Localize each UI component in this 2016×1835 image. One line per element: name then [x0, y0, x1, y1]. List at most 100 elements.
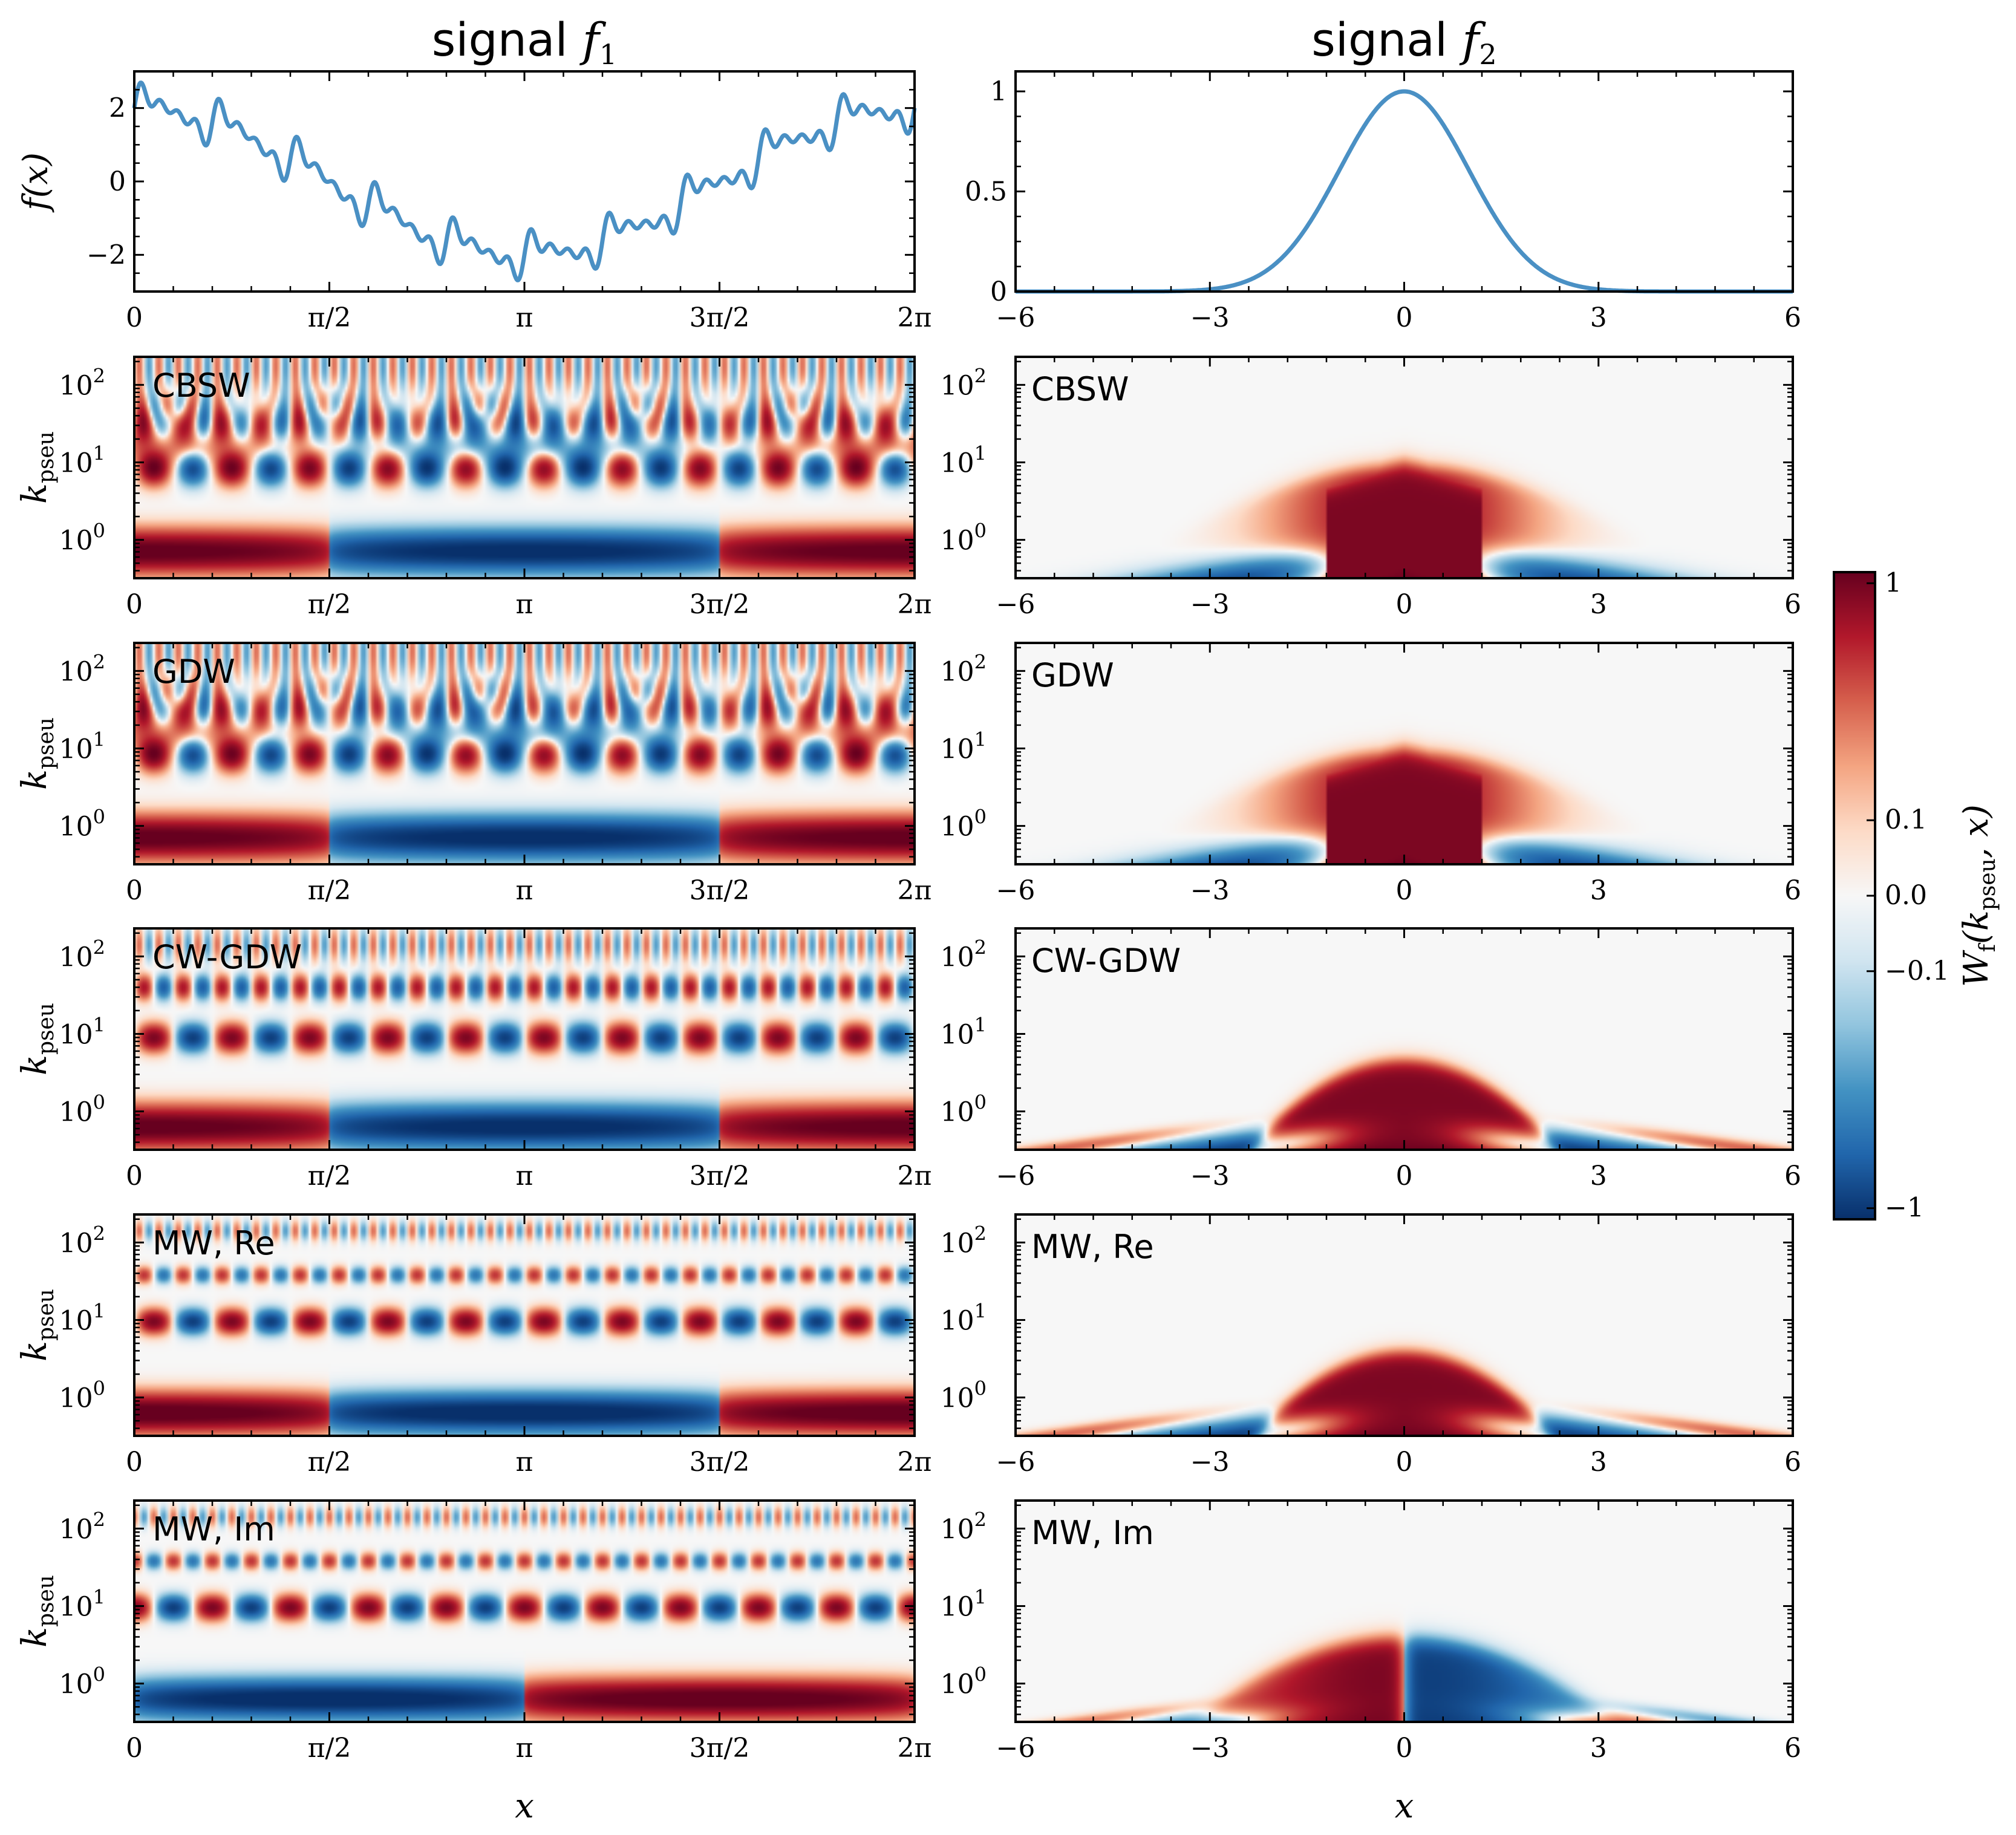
y-axis-label: kpseu — [15, 1575, 59, 1648]
y-tick-label: 100 — [59, 1091, 105, 1128]
x-tick-label: 3 — [1590, 1733, 1607, 1764]
x-tick-label: −3 — [1190, 589, 1230, 620]
y-tick-label: 101 — [941, 1585, 987, 1622]
heatmap-right-2: −6 −3 0 3 6 102 101 100 CW-GDW — [941, 927, 1801, 1191]
x-tick-label: 0 — [1396, 1733, 1413, 1764]
x-tick-label: 3π/2 — [690, 875, 750, 906]
x-tick-label: 3π/2 — [690, 1447, 750, 1478]
heatmap-right-4: −6 −3 0 3 6 102 101 100 MW, Im — [941, 1499, 1801, 1764]
x-tick-label: π/2 — [308, 589, 351, 620]
colorbar-tick-label: 0.0 — [1885, 880, 1927, 911]
x-tick-label: π — [516, 1447, 533, 1478]
colorbar-tick-label: 0.1 — [1885, 804, 1927, 835]
panel-label: CBSW — [1031, 370, 1129, 408]
y-tick-label: 102 — [59, 650, 105, 687]
x-tick-label: π/2 — [308, 1733, 351, 1764]
y-axis-label: kpseu — [15, 717, 59, 790]
y-tick-label: 101 — [941, 442, 987, 478]
x-tick-label: 2π — [898, 1733, 932, 1764]
y-tick-label: 102 — [59, 1508, 105, 1545]
y-axis-label: kpseu — [15, 431, 59, 504]
x-tick-label: 3 — [1590, 302, 1607, 333]
x-tick-label: 3π/2 — [690, 1733, 750, 1764]
x-tick-label: 0 — [126, 1447, 143, 1478]
x-tick-label: 0 — [126, 302, 143, 333]
heatmap-image — [134, 1214, 915, 1436]
heatmap-left-1: 0 π/2 π 3π/2 2π 102 101 100 GDW kpseu — [15, 642, 931, 906]
colorbar-tick-label: −1 — [1885, 1193, 1924, 1224]
x-tick-label: π — [516, 1733, 533, 1764]
y-tick-label: 101 — [59, 1585, 105, 1622]
x-axis-label-left: x — [515, 1787, 534, 1826]
heatmap-image — [134, 928, 915, 1150]
y-tick-label: 100 — [941, 1091, 987, 1128]
y-axis-label: kpseu — [15, 1289, 59, 1361]
x-tick-label: 0 — [126, 1733, 143, 1764]
heatmap-image — [134, 643, 915, 864]
x-tick-label: −6 — [996, 875, 1036, 906]
x-tick-label: π — [516, 589, 533, 620]
x-tick-label: 6 — [1784, 1161, 1801, 1191]
x-tick-label: π/2 — [308, 1161, 351, 1191]
x-tick-label: 6 — [1784, 302, 1801, 333]
colorbar: 1 0.1 0.0 −0.1 −1 Wf(kpseu, x) — [1833, 567, 2000, 1224]
heatmap-image — [1016, 357, 1793, 578]
y-tick-label: 102 — [59, 364, 105, 401]
panel-label: GDW — [152, 653, 235, 691]
x-tick-label: 0 — [1396, 302, 1413, 333]
y-tick-label: 100 — [59, 806, 105, 843]
heatmap-right-0: −6 −3 0 3 6 102 101 100 CBSW — [941, 356, 1801, 620]
x-tick-label: −3 — [1190, 302, 1230, 333]
y-tick-label: 101 — [941, 1013, 987, 1050]
colorbar-label: Wf(kpseu, x) — [1957, 804, 2000, 987]
x-tick-label: 0 — [126, 1161, 143, 1191]
x-tick-label: −6 — [996, 1447, 1036, 1478]
x-tick-label: 6 — [1784, 1733, 1801, 1764]
heatmap-image — [1016, 928, 1793, 1150]
x-tick-label: 0 — [1396, 589, 1413, 620]
x-axis-label-right: x — [1395, 1787, 1414, 1826]
signal-line — [132, 80, 917, 282]
panel-label: MW, Im — [1031, 1514, 1154, 1552]
y-tick-label: −2 — [86, 240, 126, 270]
x-tick-label: 3 — [1590, 1161, 1607, 1191]
x-tick-label: 2π — [898, 1447, 932, 1478]
panel-label: CBSW — [152, 367, 250, 405]
heatmap-image — [1016, 643, 1793, 864]
heatmap-right-3: −6 −3 0 3 6 102 101 100 MW, Re — [941, 1213, 1801, 1478]
x-tick-label: −6 — [996, 589, 1036, 620]
y-tick-label: 101 — [59, 1299, 105, 1336]
x-tick-label: 6 — [1784, 1447, 1801, 1478]
x-tick-label: π/2 — [308, 875, 351, 906]
heatmap-left-0: 0 π/2 π 3π/2 2π 102 101 100 CBSW kpseu — [15, 356, 931, 620]
heatmap-left-2: 0 π/2 π 3π/2 2π 102 101 100 CW-GDW kpseu — [15, 927, 932, 1191]
x-tick-label: 3 — [1590, 1447, 1607, 1478]
y-tick-label: 101 — [59, 1013, 105, 1050]
heatmap-right-1: −6 −3 0 3 6 102 101 100 GDW — [941, 642, 1801, 906]
panel-label: MW, Re — [152, 1224, 275, 1262]
x-tick-label: −3 — [1190, 1733, 1230, 1764]
x-tick-label: π/2 — [308, 302, 351, 333]
x-tick-label: 6 — [1784, 589, 1801, 620]
x-tick-label: −6 — [996, 1733, 1036, 1764]
heatmap-left-4: 0 π/2 π 3π/2 2π 102 101 100 MW, Im kpseu — [15, 1499, 932, 1764]
panel-label: MW, Im — [152, 1510, 275, 1548]
y-tick-label: 102 — [941, 364, 987, 401]
panel-label: CW-GDW — [152, 938, 302, 976]
heatmap-image — [134, 1501, 915, 1722]
x-tick-label: 2π — [898, 1161, 932, 1191]
x-tick-label: 6 — [1784, 875, 1801, 906]
y-tick-label: 102 — [941, 650, 987, 687]
heatmap-left-3: 0 π/2 π 3π/2 2π 102 101 100 MW, Re kpseu — [15, 1213, 932, 1478]
x-tick-label: π/2 — [308, 1447, 351, 1478]
y-tick-label: 102 — [59, 1222, 105, 1259]
y-tick-label: 102 — [59, 936, 105, 973]
axes-frame — [1014, 70, 1794, 293]
x-tick-label: π — [516, 302, 533, 333]
x-tick-label: 0 — [126, 589, 143, 620]
x-tick-label: 3π/2 — [690, 589, 750, 620]
y-axis-label: kpseu — [15, 1003, 59, 1075]
panel-label: CW-GDW — [1031, 942, 1181, 980]
y-tick-label: 101 — [59, 728, 105, 764]
